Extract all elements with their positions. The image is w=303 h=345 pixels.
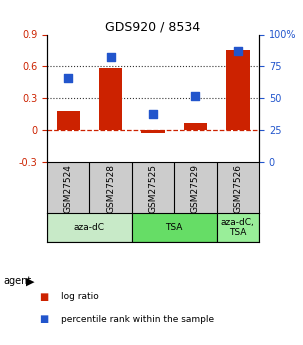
Bar	[99, 68, 122, 130]
Point	[151, 111, 155, 116]
Point	[193, 93, 198, 99]
Text: GSM27529: GSM27529	[191, 164, 200, 213]
Text: GSM27525: GSM27525	[148, 164, 158, 213]
Bar	[226, 50, 250, 130]
Text: GSM27524: GSM27524	[64, 164, 73, 213]
Bar	[132, 213, 217, 242]
Text: aza-dC: aza-dC	[74, 223, 105, 232]
Text: log ratio: log ratio	[61, 292, 98, 301]
Text: ■: ■	[39, 292, 49, 302]
Title: GDS920 / 8534: GDS920 / 8534	[105, 20, 201, 33]
Text: percentile rank within the sample: percentile rank within the sample	[61, 315, 214, 324]
Bar	[47, 213, 132, 242]
Point	[108, 55, 113, 60]
Text: aza-dC,
TSA: aza-dC, TSA	[221, 218, 255, 237]
Bar	[141, 130, 165, 134]
Bar	[217, 213, 259, 242]
Point	[66, 75, 71, 81]
Bar	[56, 111, 80, 130]
Point	[235, 48, 240, 54]
Text: ▶: ▶	[26, 276, 34, 286]
Text: TSA: TSA	[165, 223, 183, 232]
Text: GSM27528: GSM27528	[106, 164, 115, 213]
Text: GSM27526: GSM27526	[233, 164, 242, 213]
Text: agent: agent	[3, 276, 31, 286]
Bar	[184, 123, 207, 130]
Text: ■: ■	[39, 314, 49, 324]
